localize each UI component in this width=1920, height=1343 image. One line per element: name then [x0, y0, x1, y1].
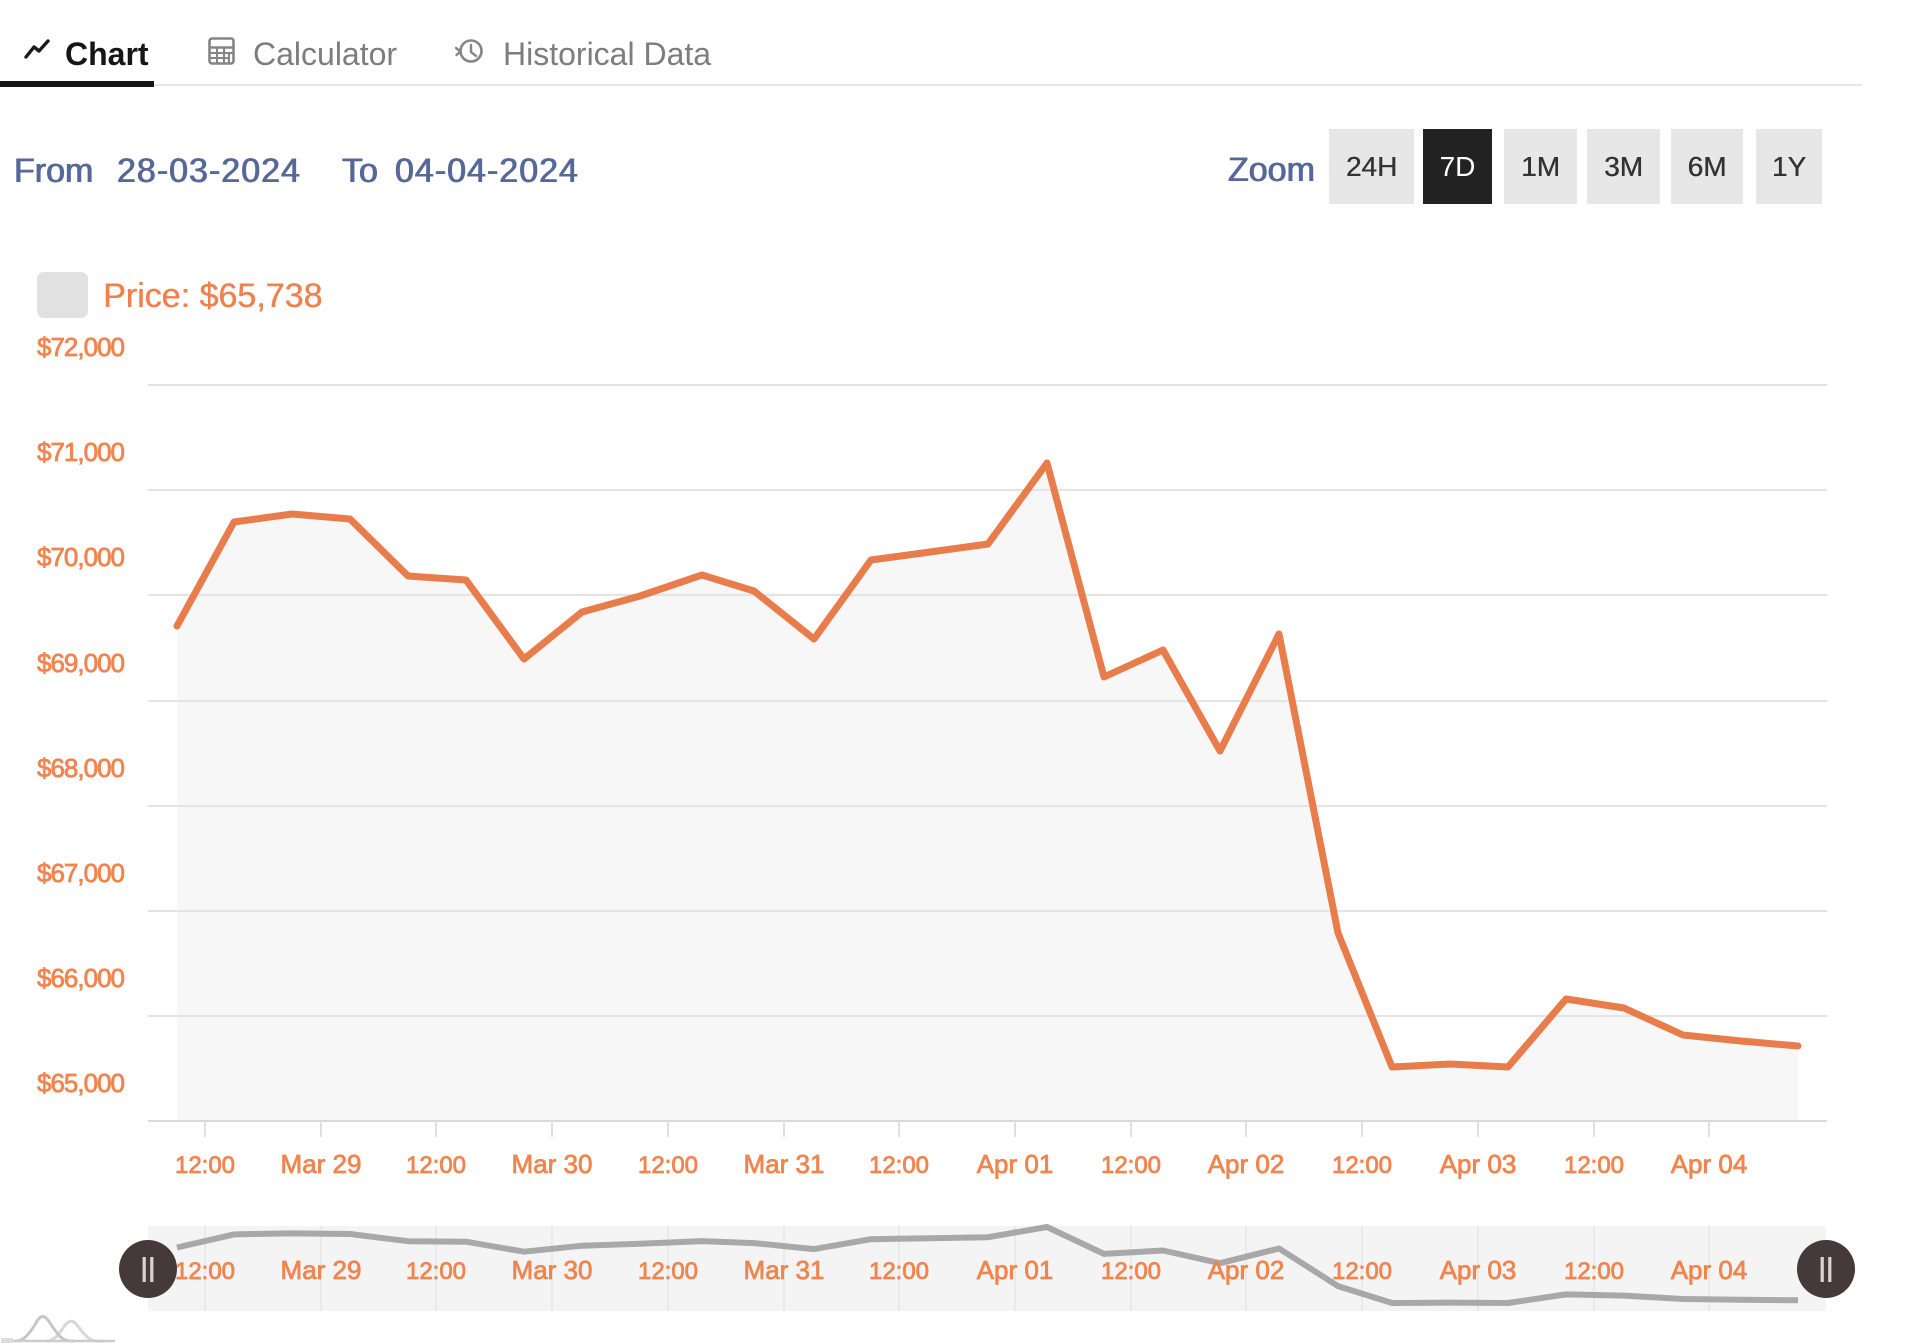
svg-text:12:00: 12:00 — [1101, 1258, 1161, 1285]
svg-text:$68,000: $68,000 — [37, 753, 125, 783]
svg-text:Mar 30: Mar 30 — [512, 1149, 593, 1179]
svg-text:12:00: 12:00 — [869, 1258, 929, 1285]
svg-text:12:00: 12:00 — [406, 1152, 466, 1179]
svg-text:12:00: 12:00 — [175, 1258, 235, 1285]
svg-text:$66,000: $66,000 — [37, 963, 125, 993]
svg-text:Apr 02: Apr 02 — [1208, 1149, 1285, 1179]
svg-text:Mar 29: Mar 29 — [281, 1149, 362, 1179]
svg-text:12:00: 12:00 — [1564, 1152, 1624, 1179]
svg-text:12:00: 12:00 — [1332, 1258, 1392, 1285]
svg-text:Apr 04: Apr 04 — [1671, 1255, 1748, 1285]
svg-text:Mar 31: Mar 31 — [744, 1149, 825, 1179]
svg-text:12:00: 12:00 — [869, 1152, 929, 1179]
svg-text:12:00: 12:00 — [1564, 1258, 1624, 1285]
svg-text:12:00: 12:00 — [406, 1258, 466, 1285]
svg-text:Apr 03: Apr 03 — [1440, 1255, 1517, 1285]
svg-text:Apr 01: Apr 01 — [977, 1255, 1054, 1285]
svg-text:12:00: 12:00 — [638, 1152, 698, 1179]
svg-text:$67,000: $67,000 — [37, 858, 125, 888]
svg-text:Mar 29: Mar 29 — [281, 1255, 362, 1285]
svg-text:12:00: 12:00 — [1101, 1152, 1161, 1179]
svg-text:$70,000: $70,000 — [37, 542, 125, 572]
svg-text:Apr 04: Apr 04 — [1671, 1149, 1748, 1179]
svg-text:Mar 30: Mar 30 — [512, 1255, 593, 1285]
svg-text:Apr 01: Apr 01 — [977, 1149, 1054, 1179]
svg-text:12:00: 12:00 — [638, 1258, 698, 1285]
svg-text:$72,000: $72,000 — [37, 332, 125, 362]
svg-text:$71,000: $71,000 — [37, 437, 125, 467]
svg-text:$65,000: $65,000 — [37, 1068, 125, 1098]
svg-text:12:00: 12:00 — [1332, 1152, 1392, 1179]
svg-text:Apr 02: Apr 02 — [1208, 1255, 1285, 1285]
svg-text:12:00: 12:00 — [175, 1152, 235, 1179]
svg-text:Mar 31: Mar 31 — [744, 1255, 825, 1285]
svg-text:$69,000: $69,000 — [37, 648, 125, 678]
svg-text:Apr 03: Apr 03 — [1440, 1149, 1517, 1179]
